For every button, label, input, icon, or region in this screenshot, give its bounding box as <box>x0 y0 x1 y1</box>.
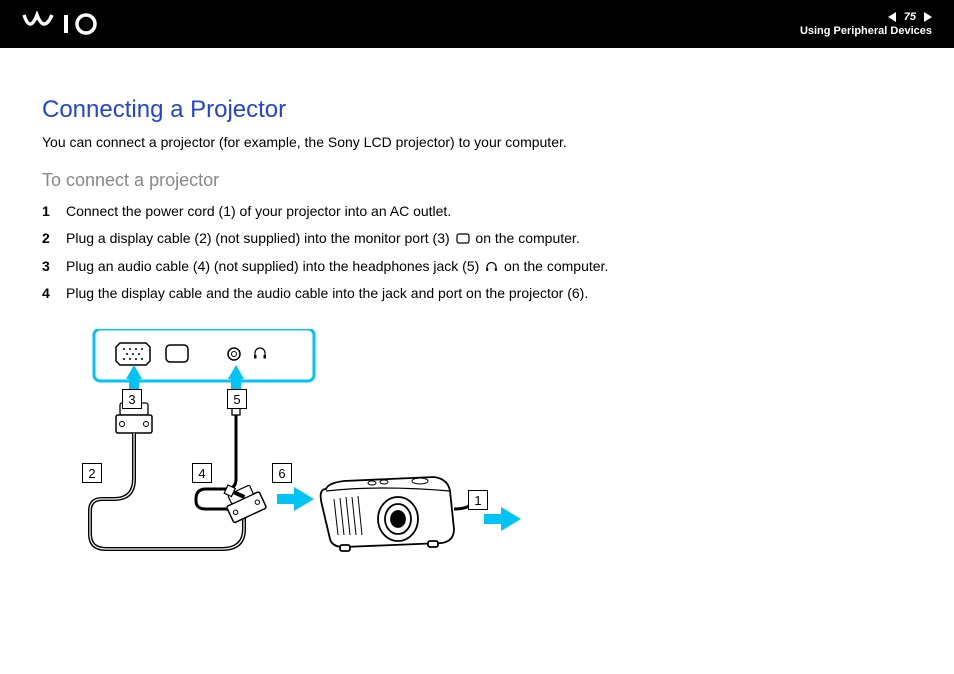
page-nav: 75 <box>888 11 932 23</box>
step-text: Connect the power cord (1) of your proje… <box>66 201 912 221</box>
section-title: Using Peripheral Devices <box>800 25 932 37</box>
subtitle: To connect a projector <box>42 170 912 191</box>
step-number: 3 <box>42 256 66 276</box>
nav-next-icon[interactable] <box>924 12 932 22</box>
step-item: 3 Plug an audio cable (4) (not supplied)… <box>42 256 912 276</box>
nav-prev-icon[interactable] <box>888 12 896 22</box>
header-right: 75 Using Peripheral Devices <box>800 11 932 37</box>
callout-1: 1 <box>468 490 488 510</box>
step-number: 1 <box>42 201 66 221</box>
step-text: Plug an audio cable (4) (not supplied) i… <box>66 256 912 276</box>
headphones-icon <box>485 260 498 273</box>
page-title: Connecting a Projector <box>42 96 912 124</box>
step-number: 4 <box>42 283 66 303</box>
step-item: 1 Connect the power cord (1) of your pro… <box>42 201 912 221</box>
steps-list: 1 Connect the power cord (1) of your pro… <box>42 201 912 303</box>
connection-diagram: 3 5 2 4 6 1 <box>72 329 572 609</box>
page-content: Connecting a Projector You can connect a… <box>0 48 954 609</box>
callout-5: 5 <box>227 389 247 409</box>
monitor-icon <box>456 233 470 245</box>
callout-3: 3 <box>122 389 142 409</box>
header-bar: 75 Using Peripheral Devices <box>0 0 954 48</box>
step-text: Plug a display cable (2) (not supplied) … <box>66 228 912 248</box>
intro-text: You can connect a projector (for example… <box>42 134 912 150</box>
step-text: Plug the display cable and the audio cab… <box>66 283 912 303</box>
callout-2: 2 <box>82 463 102 483</box>
callout-4: 4 <box>192 463 212 483</box>
step-item: 2 Plug a display cable (2) (not supplied… <box>42 228 912 248</box>
callout-6: 6 <box>272 463 292 483</box>
step-number: 2 <box>42 228 66 248</box>
step-item: 4 Plug the display cable and the audio c… <box>42 283 912 303</box>
page-number: 75 <box>904 11 916 23</box>
vaio-logo <box>22 11 132 37</box>
